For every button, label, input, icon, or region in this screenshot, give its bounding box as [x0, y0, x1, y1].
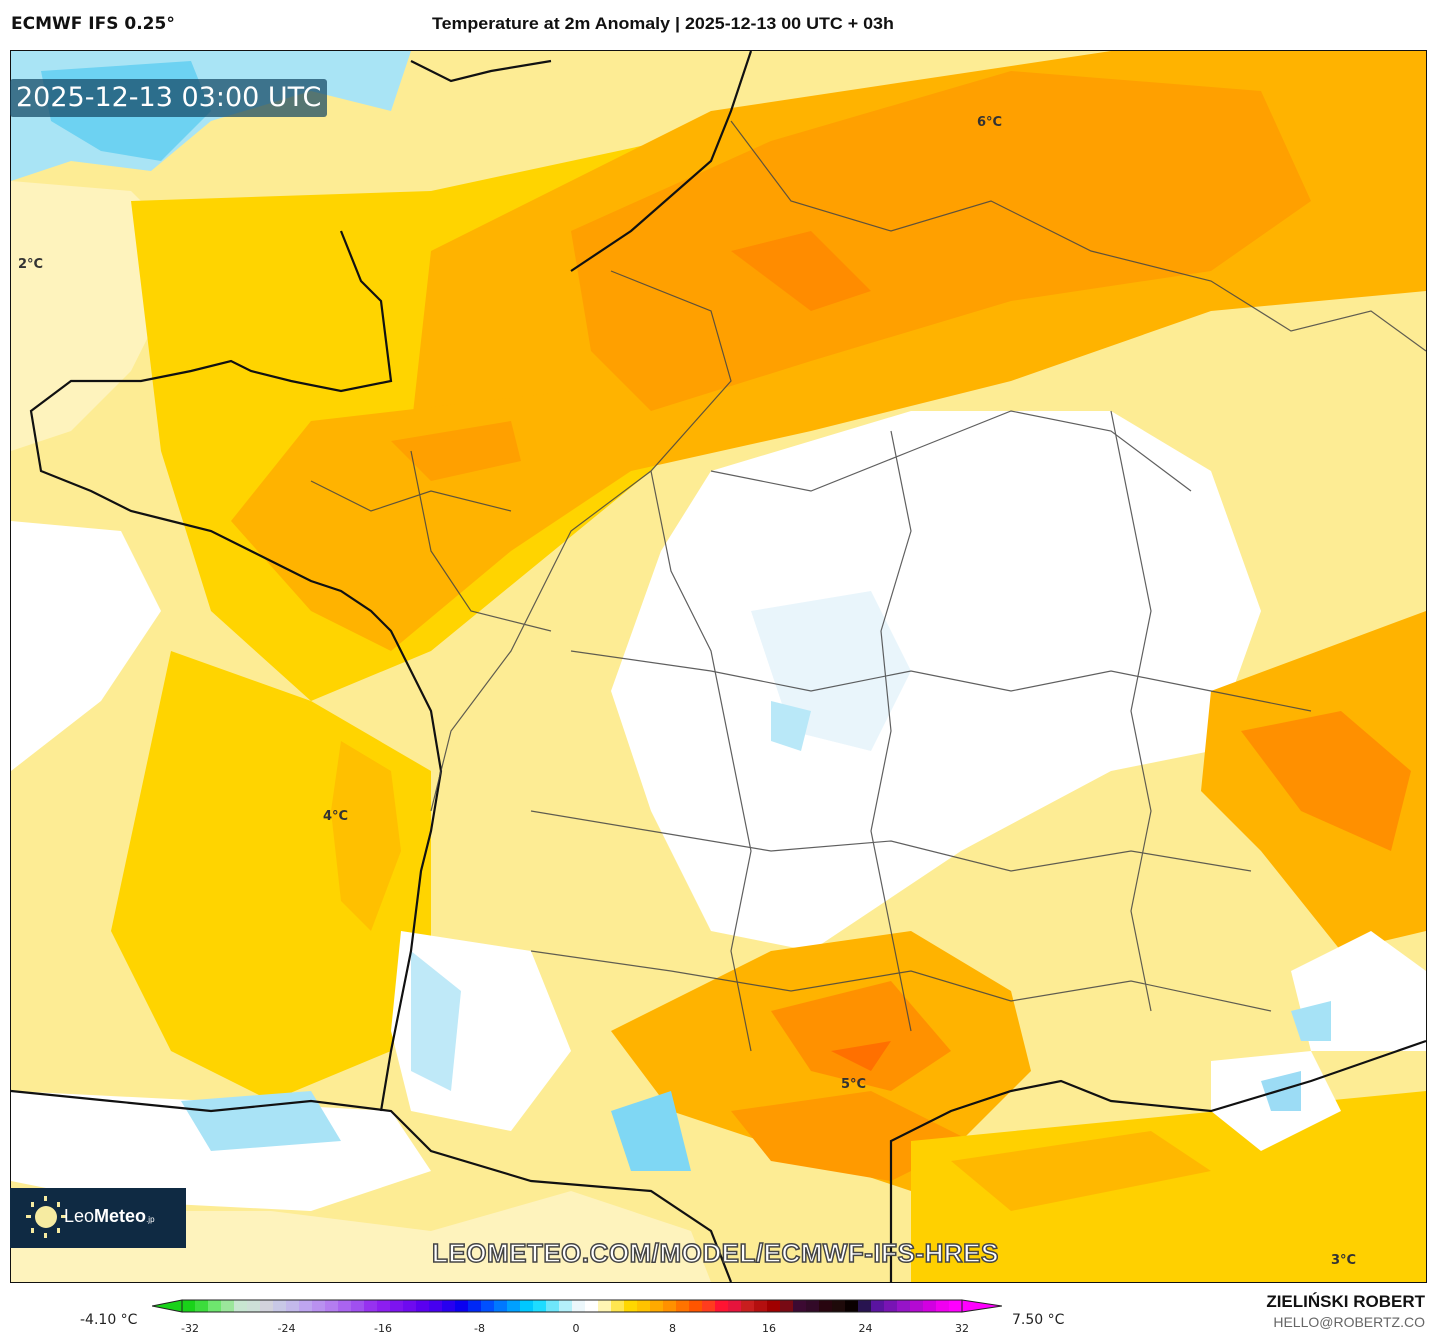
map-field [11, 51, 1426, 1282]
colorbar-tick: 24 [858, 1322, 873, 1335]
colorbar-tick: 32 [955, 1322, 969, 1335]
temperature-anomaly-map: 2°C 6°C 4°C 5°C 3°C [10, 50, 1427, 1283]
model-label: ECMWF IFS 0.25° [11, 14, 175, 34]
valid-time-badge: 2025-12-13 03:00 UTC [10, 79, 328, 117]
contour-label-5c: 5°C [841, 1077, 867, 1092]
colorbar-max-label: 7.50 °C [1012, 1312, 1065, 1328]
contour-label-4c: 4°C [323, 809, 349, 824]
colorbar [152, 1299, 1002, 1313]
colorbar-tick: 8 [669, 1322, 676, 1335]
contour-label-3c: 3°C [1331, 1253, 1357, 1268]
contour-label-2c: 2°C [18, 257, 44, 272]
logo-text: LeoMeteo.jp [64, 1206, 155, 1226]
colorbar-tick: 0 [572, 1322, 580, 1335]
chart-title: Temperature at 2m Anomaly | 2025-12-13 0… [432, 14, 894, 33]
colorbar-tick: -32 [181, 1322, 199, 1335]
colorbar-min-label: -4.10 °C [80, 1312, 138, 1328]
colorbar-tick: -24 [277, 1322, 296, 1335]
contour-label-6c: 6°C [977, 115, 1003, 130]
author-name: ZIELIŃSKI ROBERT [1266, 1292, 1425, 1311]
leometeo-logo: LeoMeteo.jp [10, 1188, 186, 1248]
author-email: HELLO@ROBERTZ.CO [1273, 1314, 1425, 1330]
colorbar-tick: -8 [474, 1322, 485, 1335]
sun-icon [35, 1206, 57, 1228]
colorbar-tick: 16 [762, 1322, 776, 1335]
source-watermark: LEOMETEO.COM/MODEL/ECMWF-IFS-HRES [431, 1237, 999, 1269]
colorbar-tick: -16 [374, 1322, 392, 1335]
